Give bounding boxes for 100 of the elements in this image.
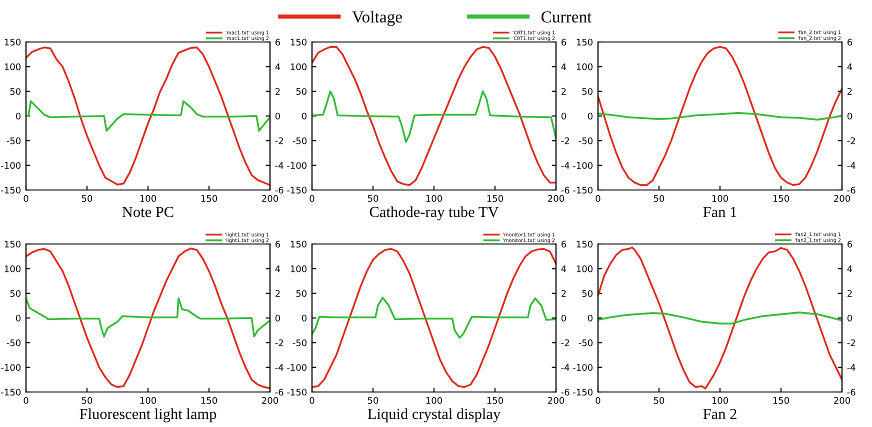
legend-label: Current bbox=[542, 11, 592, 23]
y-tick-label: -50 bbox=[6, 137, 21, 144]
line-series bbox=[26, 100, 270, 132]
x-tick-label: 0 bbox=[24, 195, 28, 202]
y2-tick-label: 4 bbox=[847, 64, 852, 70]
y2-tick-label: 0 bbox=[561, 314, 566, 322]
y-tick-label: 150 bbox=[4, 38, 21, 46]
x-axis-title: Cathode-ray tube TV bbox=[370, 206, 499, 220]
y-tick-label: -150 bbox=[287, 388, 307, 396]
line-series bbox=[312, 46, 556, 186]
y2-tick-label: 2 bbox=[562, 88, 566, 95]
y-tick-label: 0 bbox=[588, 314, 593, 322]
y2-tick-label: -6 bbox=[275, 186, 284, 194]
x-tick-label: 150 bbox=[773, 397, 790, 404]
y-tick-label: 100 bbox=[290, 265, 307, 272]
y-tick-label: -100 bbox=[287, 162, 307, 169]
y-tick-label: 50 bbox=[296, 290, 307, 297]
line-series bbox=[26, 248, 270, 389]
y2-tick-label: 4 bbox=[275, 64, 280, 70]
y-tick-label: 150 bbox=[576, 38, 593, 46]
y2-tick-label: 6 bbox=[847, 38, 852, 46]
y2-tick-label: -4 bbox=[561, 162, 570, 169]
y2-tick-label: -4 bbox=[275, 162, 284, 169]
y-tick-label: 150 bbox=[290, 38, 307, 46]
y-tick-label: 150 bbox=[290, 240, 307, 248]
x-axis-title: Liquid crystal display bbox=[368, 408, 501, 422]
x-tick-label: 0 bbox=[24, 397, 28, 404]
x-tick-label: 50 bbox=[82, 397, 92, 404]
y2-tick-label: 2 bbox=[562, 290, 566, 297]
line-series bbox=[598, 312, 842, 324]
y2-tick-label: 6 bbox=[275, 240, 280, 248]
y2-tick-label: 6 bbox=[275, 38, 280, 46]
y-tick-label: 100 bbox=[4, 63, 21, 70]
y-tick-label: -100 bbox=[287, 364, 307, 371]
x-tick-label: 200 bbox=[262, 397, 278, 404]
x-tick-label: 50 bbox=[82, 195, 92, 202]
y-tick-label: -100 bbox=[1, 364, 21, 371]
y2-tick-label: 2 bbox=[276, 88, 280, 95]
line-series bbox=[26, 297, 270, 338]
y2-tick-label: 2 bbox=[276, 290, 280, 297]
y2-tick-label: -6 bbox=[561, 388, 570, 396]
x-tick-label: 50 bbox=[368, 195, 378, 202]
y2-tick-label: 2 bbox=[848, 290, 852, 297]
y2-tick-label: 6 bbox=[561, 38, 566, 46]
y2-tick-label: 4 bbox=[275, 266, 280, 272]
x-tick-label: 0 bbox=[596, 195, 600, 202]
y2-tick-label: -4 bbox=[561, 364, 570, 371]
y2-tick-label: -4 bbox=[275, 364, 284, 371]
y2-tick-label: -2 bbox=[275, 137, 283, 144]
y-tick-label: 0 bbox=[302, 314, 307, 322]
x-tick-label: 200 bbox=[834, 195, 850, 202]
y2-tick-label: -6 bbox=[561, 186, 570, 194]
y2-tick-label: 4 bbox=[561, 64, 566, 70]
y-tick-label: 150 bbox=[4, 240, 21, 248]
y2-tick-label: 0 bbox=[275, 112, 280, 120]
x-tick-label: 50 bbox=[654, 195, 664, 202]
x-tick-label: 50 bbox=[368, 397, 378, 404]
y2-tick-label: -2 bbox=[561, 137, 569, 144]
x-tick-label: 0 bbox=[310, 195, 314, 202]
y-tick-label: 100 bbox=[576, 63, 593, 70]
line-series bbox=[312, 296, 556, 339]
y-tick-label: -100 bbox=[573, 364, 593, 371]
x-tick-label: 200 bbox=[834, 397, 850, 404]
x-axis-title: Note PC bbox=[122, 206, 174, 218]
x-axis-title: Fan 1 bbox=[703, 206, 736, 218]
y-tick-label: 50 bbox=[296, 88, 307, 95]
y2-tick-label: 0 bbox=[561, 112, 566, 120]
y-tick-label: -50 bbox=[578, 339, 593, 346]
y2-tick-label: -4 bbox=[847, 364, 856, 371]
y2-tick-label: -2 bbox=[275, 339, 283, 346]
y-tick-label: 0 bbox=[16, 112, 21, 120]
y-tick-label: 0 bbox=[588, 112, 593, 120]
x-tick-label: 0 bbox=[596, 397, 600, 404]
x-axis-title: Fluorescent light lamp bbox=[80, 408, 216, 422]
y-tick-label: -150 bbox=[1, 186, 21, 194]
x-tick-label: 100 bbox=[426, 397, 442, 404]
y-tick-label: -100 bbox=[573, 162, 593, 169]
y-tick-label: -150 bbox=[1, 388, 21, 396]
y2-tick-label: -4 bbox=[847, 162, 856, 169]
y-tick-label: -50 bbox=[292, 137, 307, 144]
x-tick-label: 200 bbox=[548, 397, 564, 404]
y-tick-label: 50 bbox=[582, 290, 593, 297]
x-tick-label: 150 bbox=[773, 195, 790, 202]
y-tick-label: 150 bbox=[576, 240, 593, 248]
legend-label: Voltage bbox=[352, 10, 402, 26]
x-tick-label: 100 bbox=[140, 195, 156, 202]
x-tick-label: 100 bbox=[140, 397, 156, 404]
x-tick-label: 150 bbox=[201, 397, 218, 404]
x-tick-label: 150 bbox=[487, 195, 504, 202]
y-tick-label: -150 bbox=[287, 186, 307, 194]
y2-tick-label: -2 bbox=[561, 339, 569, 346]
line-series bbox=[312, 90, 556, 143]
y-tick-label: -150 bbox=[573, 186, 593, 194]
y-tick-label: -150 bbox=[573, 388, 593, 396]
y2-tick-label: 0 bbox=[847, 112, 852, 120]
y2-tick-label: -6 bbox=[847, 186, 856, 194]
x-tick-label: 100 bbox=[426, 195, 442, 202]
y-tick-label: 50 bbox=[10, 88, 21, 95]
y2-tick-label: -2 bbox=[847, 339, 855, 346]
y-tick-label: -100 bbox=[1, 162, 21, 169]
